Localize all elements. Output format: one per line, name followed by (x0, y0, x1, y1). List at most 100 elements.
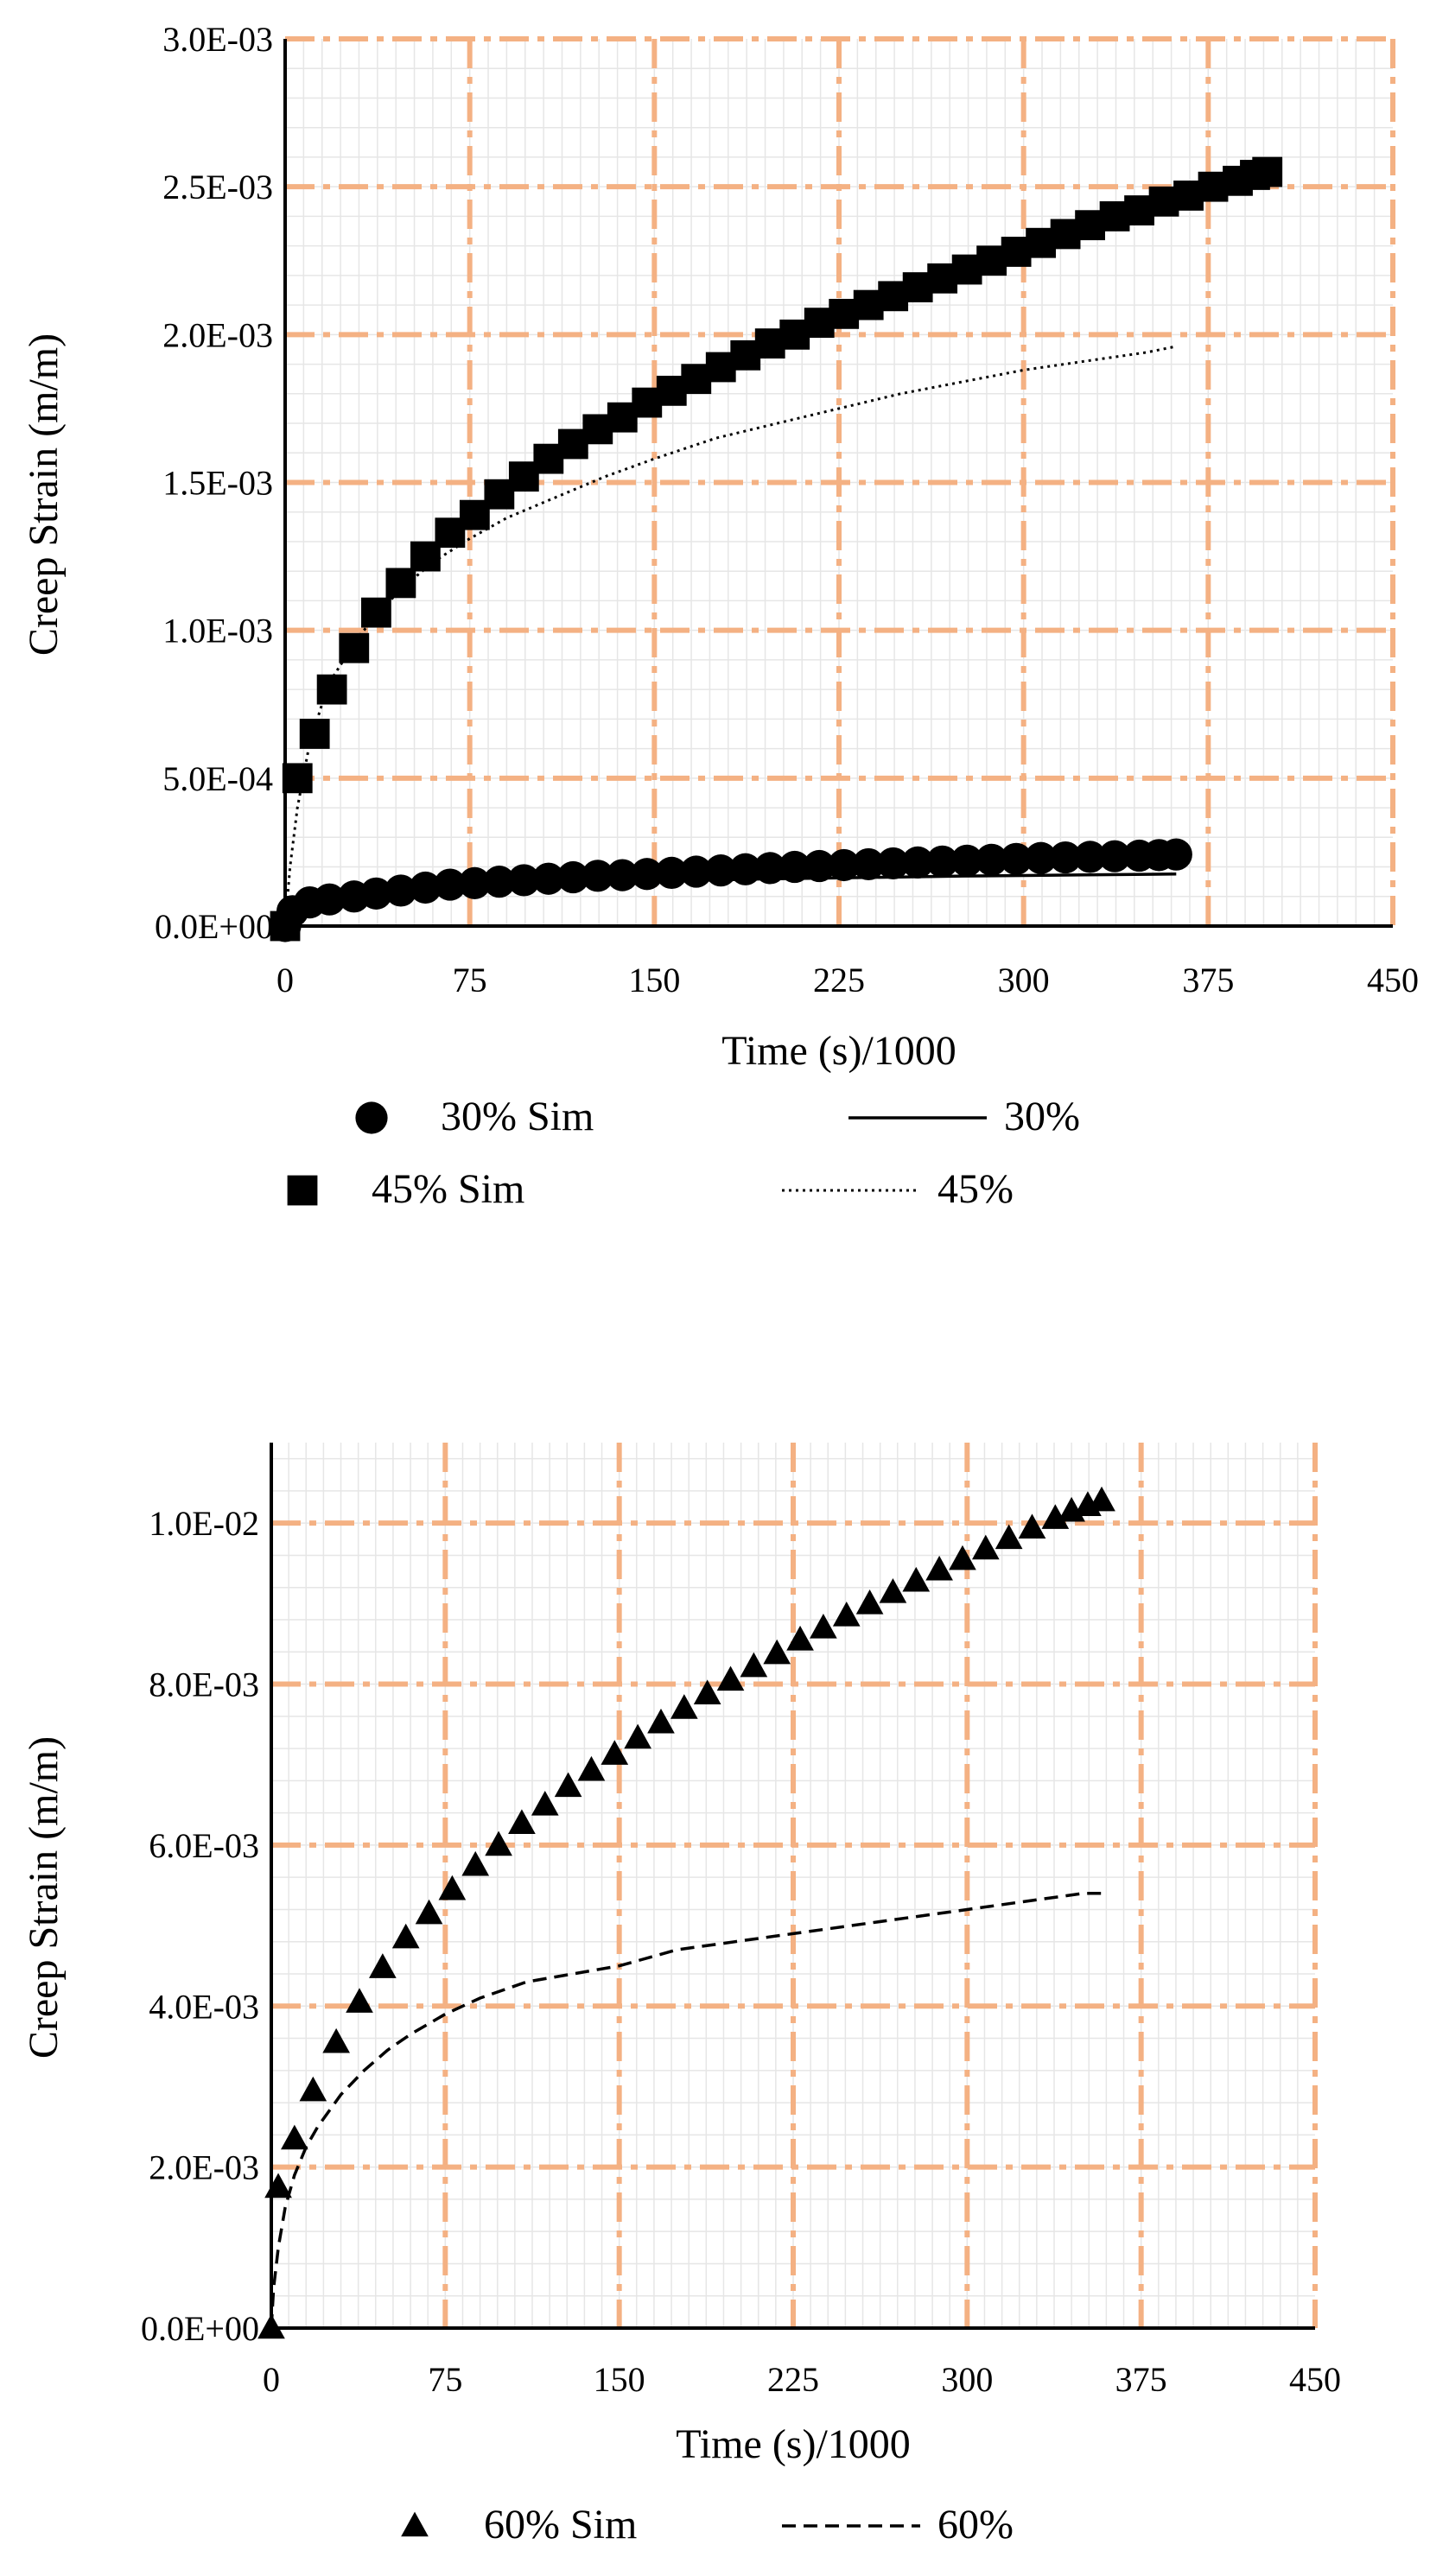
data-point (1252, 156, 1283, 187)
data-point (902, 1566, 931, 1592)
data-point (624, 1723, 651, 1749)
y-tick-label: 8.0E-03 (149, 1666, 259, 1704)
series-60- (270, 1892, 1107, 2329)
data-point (753, 852, 786, 885)
legend-item: 45% (782, 1166, 1014, 1212)
data-point (282, 763, 313, 794)
legend-label: 30% Sim (441, 1094, 594, 1139)
data-point (976, 843, 1008, 876)
y-tick-label: 3.0E-03 (162, 20, 273, 59)
data-point (877, 847, 910, 880)
data-point (1073, 841, 1107, 873)
data-point (391, 1923, 420, 1949)
x-tick-label: 75 (453, 961, 487, 999)
data-point (507, 864, 540, 897)
data-point (647, 1708, 675, 1734)
y-tick-label: 6.0E-03 (149, 1826, 259, 1865)
series-30- (283, 872, 1177, 927)
data-point (995, 1524, 1023, 1550)
chart-1: 0 75 150 225 300 375 450 0.0E+00 5.0E-04 1.0E-03 1… (21, 20, 1419, 1212)
legend-label: 60% Sim (484, 2502, 637, 2547)
y-axis-title: Creep Strain (m/m) (21, 333, 67, 656)
data-point (1041, 1504, 1070, 1529)
data-point (287, 1175, 318, 1206)
data-point (716, 1666, 745, 1691)
x-tick-label: 450 (1289, 2360, 1341, 2399)
x-axis-title: Time (s)/1000 (676, 2421, 911, 2467)
data-point (415, 1899, 443, 1925)
data-point (339, 632, 370, 663)
legend-label: 30% (1004, 1094, 1080, 1139)
legend-item: 60% Sim (401, 2502, 637, 2547)
data-point (786, 1625, 814, 1651)
data-point (779, 850, 811, 884)
legend-item: 60% (782, 2502, 1014, 2547)
data-point (901, 846, 934, 879)
data-point (531, 1790, 559, 1816)
data-point (322, 2027, 350, 2053)
x-tick-label: 150 (594, 2360, 645, 2399)
y-tick-label: 5.0E-04 (162, 759, 273, 798)
x-axis-title: Time (s)/1000 (721, 1028, 956, 1074)
y-tick-label: 2.5E-03 (162, 168, 273, 206)
legend-item: 45% Sim (287, 1166, 524, 1212)
data-point (401, 2511, 429, 2537)
data-point (438, 1875, 467, 1900)
data-point (763, 1639, 791, 1665)
x-tick-label: 0 (276, 961, 294, 999)
data-point (409, 871, 442, 904)
data-point (803, 849, 836, 883)
data-point (461, 1850, 490, 1876)
data-point (810, 1613, 837, 1639)
data-point (385, 568, 416, 599)
data-point (670, 1694, 698, 1719)
x-tick-label: 300 (998, 961, 1050, 999)
data-point (949, 1545, 976, 1570)
y-tick-label: 2.0E-03 (149, 2148, 259, 2187)
major-gridlines (271, 1443, 1318, 2328)
data-point (1000, 842, 1033, 875)
data-point (1160, 838, 1192, 871)
y-tick-label: 4.0E-03 (149, 1987, 259, 2026)
legend: 30% Sim 30% 45% Sim 45% (287, 1094, 1080, 1212)
data-point (458, 866, 491, 899)
y-tick-label: 1.0E-03 (162, 612, 273, 650)
data-point (1018, 1513, 1046, 1539)
y-tick-label: 2.0E-03 (162, 315, 273, 354)
x-tick-label: 450 (1367, 961, 1419, 999)
data-point (485, 1830, 512, 1856)
data-point (316, 674, 347, 705)
data-point (852, 847, 885, 881)
legend-label: 45% Sim (372, 1166, 524, 1212)
data-point (1098, 840, 1131, 872)
data-point (879, 1577, 907, 1603)
data-point (434, 868, 467, 901)
major-gridlines (285, 36, 1395, 926)
data-point (577, 1755, 606, 1781)
data-point (828, 848, 861, 882)
x-tick-label: 300 (941, 2360, 993, 2399)
data-point (483, 866, 516, 898)
series-line (283, 345, 1177, 927)
y-tick-label: 0.0E+00 (141, 2309, 259, 2348)
series-45- (283, 345, 1177, 927)
y-tick-label: 1.0E-02 (149, 1504, 259, 1543)
data-point (1025, 841, 1058, 874)
legend-item: 30% (848, 1094, 1080, 1139)
x-tick-label: 225 (813, 961, 865, 999)
data-point (855, 1589, 884, 1615)
legend: 60% Sim 60% (401, 2502, 1014, 2547)
data-point (926, 845, 959, 878)
y-axis-title: Creep Strain (m/m) (21, 1736, 67, 2059)
y-tick-label: 1.5E-03 (162, 464, 273, 503)
data-point (925, 1555, 953, 1581)
y-tick-label: 0.0E+00 (155, 907, 273, 946)
data-point (313, 883, 346, 916)
data-point (355, 1101, 388, 1134)
data-point (508, 1809, 536, 1835)
data-point (556, 860, 589, 894)
data-point (532, 862, 565, 895)
data-point (281, 2124, 308, 2150)
data-point (299, 2076, 327, 2102)
